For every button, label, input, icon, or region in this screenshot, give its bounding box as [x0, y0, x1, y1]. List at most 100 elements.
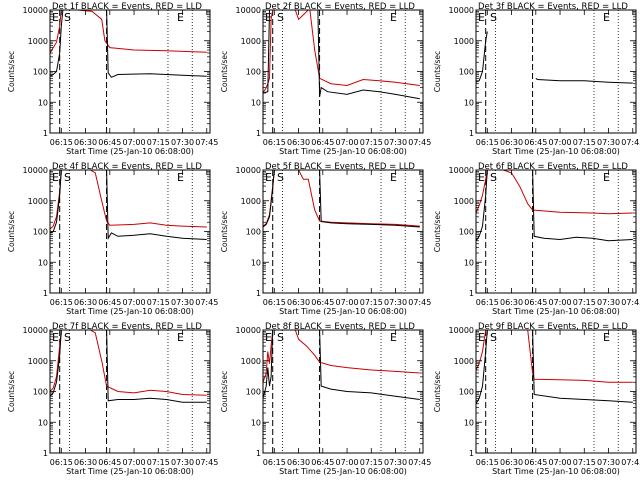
x-tick-label: 07:00 — [336, 138, 359, 147]
y-tick-label: 1000 — [241, 37, 261, 46]
x-tick-label: 07:45 — [621, 138, 640, 147]
y-axis-label: Counts/sec — [433, 211, 442, 252]
x-tick-label: 06:15 — [476, 458, 499, 467]
lld-series-line — [50, 10, 207, 54]
x-tick-label: 06:45 — [311, 138, 334, 147]
y-tick-label: 1000 — [28, 197, 48, 206]
y-tick-label: 10000 — [449, 326, 474, 335]
flag-label: E — [603, 171, 610, 184]
events-series-line — [263, 330, 420, 400]
flag-label: E — [478, 11, 485, 24]
x-tick-label: 06:15 — [263, 298, 286, 307]
flag-label: S — [277, 11, 284, 24]
y-tick-label: 1 — [256, 289, 261, 298]
plot-frame — [475, 329, 637, 454]
flag-label: E — [478, 171, 485, 184]
x-tick-label: 07:45 — [195, 458, 218, 467]
y-tick-label: 1000 — [454, 357, 474, 366]
x-tick-label: 06:30 — [287, 138, 310, 147]
x-tick-label: 07:45 — [621, 458, 640, 467]
plot-frame — [475, 169, 637, 294]
x-tick-label: 06:15 — [50, 458, 73, 467]
flag-label: S — [64, 331, 71, 344]
x-tick-label: 07:00 — [123, 458, 146, 467]
x-tick-label: 07:15 — [147, 298, 170, 307]
flag-label: E — [52, 11, 59, 24]
x-tick-label: 07:30 — [171, 138, 194, 147]
flag-label: E — [177, 11, 184, 24]
x-tick-label: 07:45 — [621, 298, 640, 307]
flag-label: S — [64, 171, 71, 184]
x-tick-label: 06:30 — [74, 458, 97, 467]
x-tick-label: 06:30 — [74, 298, 97, 307]
y-tick-label: 1 — [43, 449, 48, 458]
y-tick-label: 1 — [469, 449, 474, 458]
chart-title: Det 5f BLACK = Events, RED = LLD — [265, 162, 415, 172]
y-tick-label: 100 — [459, 68, 474, 77]
x-tick-label: 07:30 — [384, 138, 407, 147]
y-tick-label: 10000 — [23, 326, 48, 335]
x-axis-label: Start Time (25-Jan-10 06:08:00) — [492, 307, 620, 316]
x-tick-label: 07:00 — [123, 298, 146, 307]
flag-label: E — [265, 331, 272, 344]
x-tick-label: 07:45 — [408, 298, 431, 307]
y-tick-label: 10000 — [23, 166, 48, 175]
y-tick-label: 100 — [246, 68, 261, 77]
y-tick-label: 1 — [43, 129, 48, 138]
plot-frame — [49, 169, 211, 294]
x-tick-label: 07:15 — [360, 298, 383, 307]
x-tick-label: 07:30 — [384, 298, 407, 307]
flag-label: S — [490, 331, 497, 344]
flag-label: S — [277, 171, 284, 184]
y-tick-label: 1 — [43, 289, 48, 298]
x-tick-label: 07:30 — [597, 298, 620, 307]
x-tick-label: 07:45 — [195, 298, 218, 307]
plot-frame — [262, 169, 424, 294]
events-series-line — [476, 330, 633, 404]
y-tick-label: 10 — [464, 418, 474, 427]
x-tick-label: 06:15 — [263, 458, 286, 467]
events-series-line — [263, 10, 420, 100]
y-tick-label: 1 — [469, 129, 474, 138]
chart-title: Det 3f BLACK = Events, RED = LLD — [478, 2, 628, 12]
flag-label: E — [390, 171, 397, 184]
y-axis-label: Counts/sec — [433, 371, 442, 412]
flag-label: E — [265, 11, 272, 24]
x-axis-label: Start Time (25-Jan-10 06:08:00) — [66, 307, 194, 316]
x-axis-label: Start Time (25-Jan-10 06:08:00) — [66, 147, 194, 156]
x-tick-label: 06:45 — [524, 458, 547, 467]
chart-title: Det 6f BLACK = Events, RED = LLD — [478, 162, 628, 172]
flag-label: E — [603, 331, 610, 344]
chart-title: Det 4f BLACK = Events, RED = LLD — [52, 162, 202, 172]
chart-title: Det 8f BLACK = Events, RED = LLD — [265, 322, 415, 332]
events-series-line — [50, 330, 207, 403]
x-tick-label: 06:30 — [287, 298, 310, 307]
flag-label: E — [390, 331, 397, 344]
x-tick-label: 07:30 — [171, 298, 194, 307]
y-tick-label: 10 — [38, 418, 48, 427]
y-tick-label: 1 — [256, 449, 261, 458]
x-tick-label: 07:15 — [573, 458, 596, 467]
plot-frame — [49, 9, 211, 134]
x-tick-label: 06:15 — [50, 298, 73, 307]
y-tick-label: 10 — [38, 258, 48, 267]
x-tick-label: 07:45 — [408, 138, 431, 147]
y-tick-label: 100 — [33, 228, 48, 237]
y-axis-label: Counts/sec — [220, 211, 229, 252]
flag-label: E — [52, 171, 59, 184]
flag-label: E — [52, 331, 59, 344]
x-tick-label: 07:15 — [147, 138, 170, 147]
lld-series-line — [476, 330, 633, 383]
y-axis-label: Counts/sec — [7, 51, 16, 92]
lld-series-line — [50, 170, 207, 230]
x-axis-label: Start Time (25-Jan-10 06:08:00) — [492, 147, 620, 156]
y-tick-label: 100 — [33, 68, 48, 77]
x-tick-label: 06:15 — [50, 138, 73, 147]
